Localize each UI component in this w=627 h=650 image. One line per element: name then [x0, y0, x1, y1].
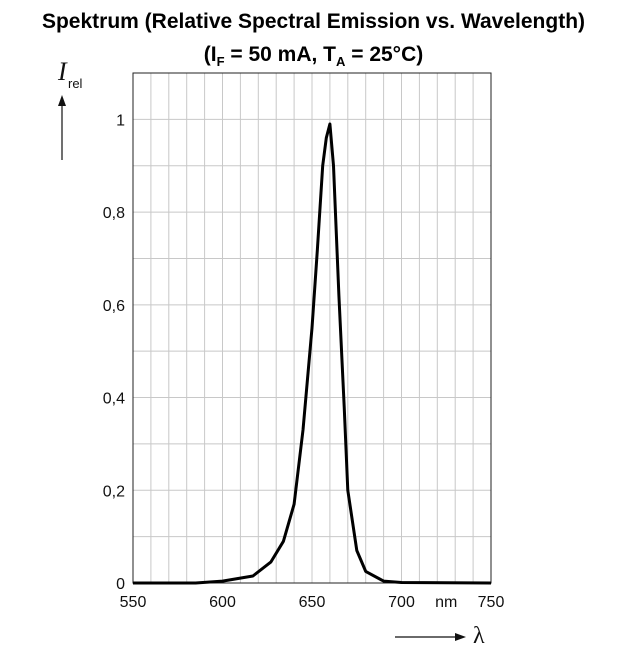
y-tick-label: 1: [116, 112, 125, 129]
y-tick-label: 0,8: [103, 205, 125, 222]
plot-frame: [132, 72, 492, 584]
x-tick-label: 700: [388, 594, 415, 611]
x-axis-arrow-head: [455, 633, 466, 641]
x-unit-label: nm: [435, 594, 457, 611]
grid-lines: [133, 73, 491, 583]
emission-curve: [133, 122, 492, 585]
chart-subtitle: (IF = 50 mA, TA = 25°C): [0, 43, 627, 69]
y-axis-arrow-head: [58, 95, 66, 106]
subtitle-mid: = 50 mA, T: [224, 43, 336, 66]
x-tick-label: 550: [120, 594, 147, 611]
x-tick-labels: 550 600 650 700 750 nm: [120, 594, 505, 611]
x-axis-symbol: λ: [473, 623, 485, 649]
x-tick-label: 650: [299, 594, 326, 611]
y-tick-label: 0,4: [103, 391, 125, 408]
y-axis-symbol: I: [57, 57, 68, 86]
subtitle-close: = 25°C): [345, 43, 424, 66]
y-tick-label: 0,2: [103, 483, 125, 500]
y-axis-subscript: rel: [68, 76, 83, 91]
y-tick-labels: 0 0,2 0,4 0,6 0,8 1: [103, 112, 125, 593]
y-tick-label: 0: [116, 576, 125, 593]
x-tick-label: 750: [478, 594, 505, 611]
subtitle-sub-a: A: [336, 54, 346, 70]
subtitle-sub-f: F: [216, 54, 225, 70]
subtitle-open: (I: [203, 43, 217, 66]
chart-title: Spektrum (Relative Spectral Emission vs.…: [41, 10, 586, 33]
x-tick-label: 600: [209, 594, 236, 611]
y-tick-label: 0,6: [103, 298, 125, 315]
